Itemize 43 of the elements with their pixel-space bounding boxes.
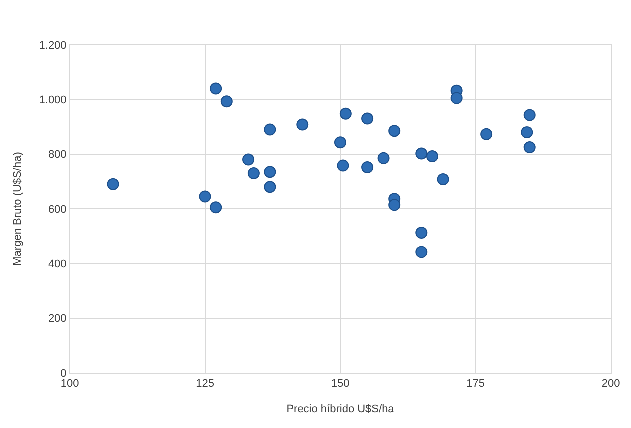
y-axis-title: Margen Bruto (U$S/ha) [12,152,24,266]
point [521,126,534,138]
x-tick-label: 200 [602,378,620,390]
point [296,118,309,131]
point [199,190,212,203]
x-tick-label: 150 [331,378,350,390]
point [340,108,352,120]
point [437,173,450,186]
y-tick-label: 0 [60,368,67,380]
y-tick-label: 400 [48,258,67,271]
point [524,142,536,154]
point [388,125,401,138]
point [334,136,346,149]
point [416,227,428,240]
y-tick-label: 1.200 [39,40,67,52]
y-tick-label: 200 [48,313,67,326]
point [264,124,276,136]
point [416,148,428,160]
point [388,199,401,212]
point [378,152,390,164]
point [480,128,493,140]
point [362,112,374,125]
y-tick-label: 600 [48,204,67,216]
point [210,82,222,95]
point [220,96,233,108]
y-tick-label: 1.000 [39,94,67,107]
point [426,150,438,163]
point [416,246,428,258]
point [264,181,276,194]
point [107,178,120,190]
point [248,167,260,180]
y-tick-label: 800 [48,149,67,162]
point [524,109,536,122]
point [264,166,276,178]
point [210,202,222,214]
point [450,92,463,104]
point [362,161,374,174]
point [337,160,350,172]
point [242,154,255,166]
x-tick-label: 125 [196,378,214,390]
x-tick-label: 175 [466,378,485,390]
x-tick-label: 100 [60,378,80,390]
x-axis-title: Precio híbrido U$S/ha [286,403,396,416]
